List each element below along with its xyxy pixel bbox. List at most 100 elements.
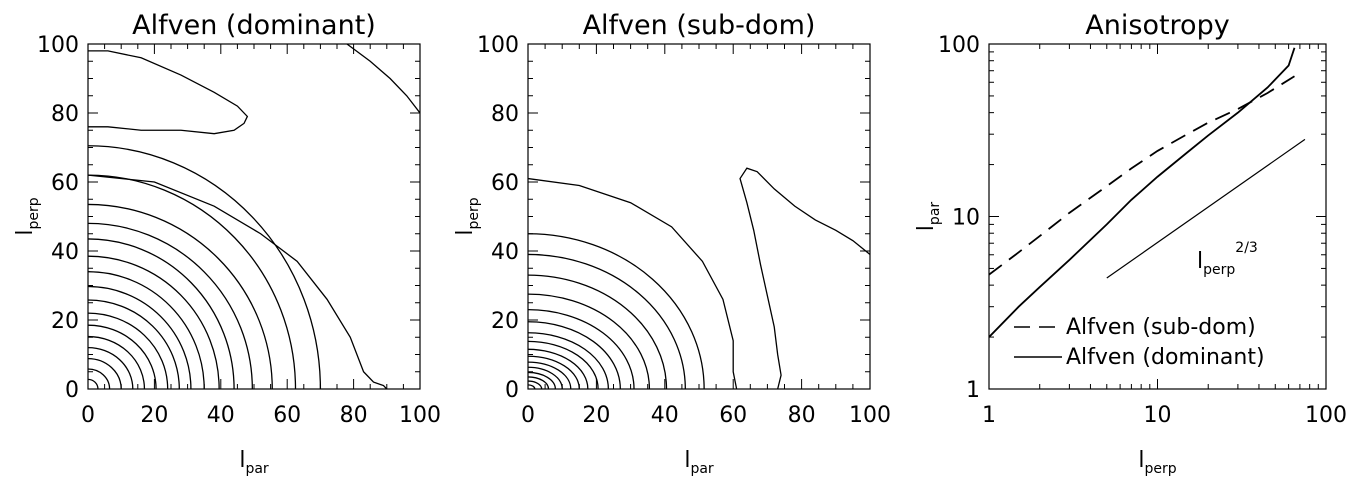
contour-line [88, 299, 180, 389]
contour-line [88, 346, 134, 389]
axis-ticks [527, 43, 871, 390]
plot-area [528, 167, 870, 389]
x-tick-label: 10 [1144, 403, 1172, 428]
contour-line [88, 222, 253, 389]
x-axis-label-subscript: par [690, 461, 713, 477]
plot-area [88, 44, 420, 389]
contour-line [528, 366, 563, 389]
y-tick-label: 100 [37, 33, 79, 58]
panel-1: Alfven (dominant) 0 20 40 60 80 100 0 20 40 60 80 10… [13, 10, 441, 477]
contour-line [88, 174, 388, 389]
contour-line [528, 332, 610, 389]
series-line [989, 75, 1295, 276]
x-tick-label: 60 [273, 403, 301, 428]
series-line [1106, 138, 1306, 279]
contour-line [88, 203, 273, 389]
x-tick-label: 80 [788, 403, 816, 428]
y-axis-label: lpar [914, 202, 943, 232]
annotation-subscript: perp [1203, 262, 1235, 278]
contour-line [88, 335, 146, 389]
plot-frame [527, 43, 871, 390]
contour-line [528, 309, 635, 389]
plot-area [989, 47, 1306, 338]
y-axis-label: lperp [453, 197, 482, 235]
y-tick-label: 60 [491, 171, 519, 196]
contour-line [88, 145, 322, 389]
x-axis-label: lperp [1138, 448, 1176, 477]
contour-line [528, 177, 738, 389]
contour-line [88, 50, 249, 135]
chart-title: Anisotropy [1085, 10, 1229, 41]
y-tick-label: 40 [491, 240, 519, 265]
y-tick-label: 100 [477, 33, 519, 58]
y-tick-label: 0 [505, 378, 519, 403]
series-line [989, 47, 1296, 338]
axis-ticks [988, 43, 1327, 390]
x-axis-label-subscript: perp [1144, 461, 1176, 477]
contour-line [528, 274, 668, 389]
y-tick-label: 40 [51, 240, 79, 265]
contour-line [88, 271, 205, 389]
x-axis-label: lpar [239, 448, 269, 477]
y-tick-label: 10 [952, 206, 980, 231]
contour-line [88, 312, 169, 389]
y-tick-label: 80 [491, 102, 519, 127]
contour-line [88, 238, 235, 389]
contour-line [88, 357, 122, 389]
x-tick-label: 0 [81, 403, 95, 428]
x-tick-label: 100 [849, 403, 891, 428]
y-tick-label: 1 [966, 378, 980, 403]
contour-line [739, 167, 870, 389]
x-tick-label: 100 [399, 403, 441, 428]
contour-line [528, 376, 550, 389]
y-axis-label-subscript: perp [26, 197, 42, 229]
y-axis-label: lperp [13, 197, 42, 235]
x-axis-label-subscript: par [245, 461, 268, 477]
chart-title: Alfven (dominant) [132, 10, 376, 41]
power-law-annotation: lperp2/3 [1197, 240, 1258, 278]
contour-line [528, 348, 589, 389]
y-axis-label-subscript: perp [466, 197, 482, 229]
annotation-superscript: 2/3 [1235, 240, 1258, 256]
contour-line [528, 233, 705, 389]
x-axis-label-base: l [684, 448, 690, 473]
contour-line [346, 44, 420, 114]
y-tick-label: 0 [65, 378, 79, 403]
chart-title: Alfven (sub-dom) [583, 10, 816, 41]
panel-2: Alfven (sub-dom) 0 20 40 60 80 100 0 20 40 60 80 100… [453, 10, 891, 477]
x-tick-label: 20 [582, 403, 610, 428]
annotation-base: l [1197, 249, 1203, 274]
x-axis-label-base: l [1138, 448, 1144, 473]
y-axis-label-base: l [914, 225, 939, 231]
y-tick-label: 100 [938, 33, 980, 58]
axis-ticks [87, 43, 421, 390]
contour-line [88, 285, 192, 389]
legend-label: Alfven (sub-dom) [1066, 315, 1256, 340]
y-axis-label-base: l [13, 230, 38, 236]
contour-line [528, 293, 651, 389]
contour-line [528, 384, 536, 389]
contour-line [528, 253, 686, 389]
legend-label: Alfven (dominant) [1066, 345, 1265, 370]
x-tick-label: 80 [340, 403, 368, 428]
x-tick-label: 40 [207, 403, 235, 428]
y-tick-label: 20 [51, 309, 79, 334]
y-axis-label-base: l [453, 230, 478, 236]
x-axis-label-base: l [239, 448, 245, 473]
y-tick-label: 80 [51, 102, 79, 127]
legend: Alfven (sub-dom) Alfven (dominant) [1014, 315, 1265, 370]
contour-line [528, 321, 621, 389]
x-tick-label: 1 [982, 403, 996, 428]
contour-line [88, 255, 220, 389]
y-tick-label: 60 [51, 171, 79, 196]
x-tick-label: 100 [1305, 403, 1347, 428]
x-tick-label: 60 [719, 403, 747, 428]
contour-line [528, 340, 599, 389]
contour-line [528, 355, 580, 389]
contour-line [88, 324, 157, 389]
contour-line [88, 378, 99, 389]
x-tick-label: 40 [651, 403, 679, 428]
x-axis-label: lpar [684, 448, 714, 477]
